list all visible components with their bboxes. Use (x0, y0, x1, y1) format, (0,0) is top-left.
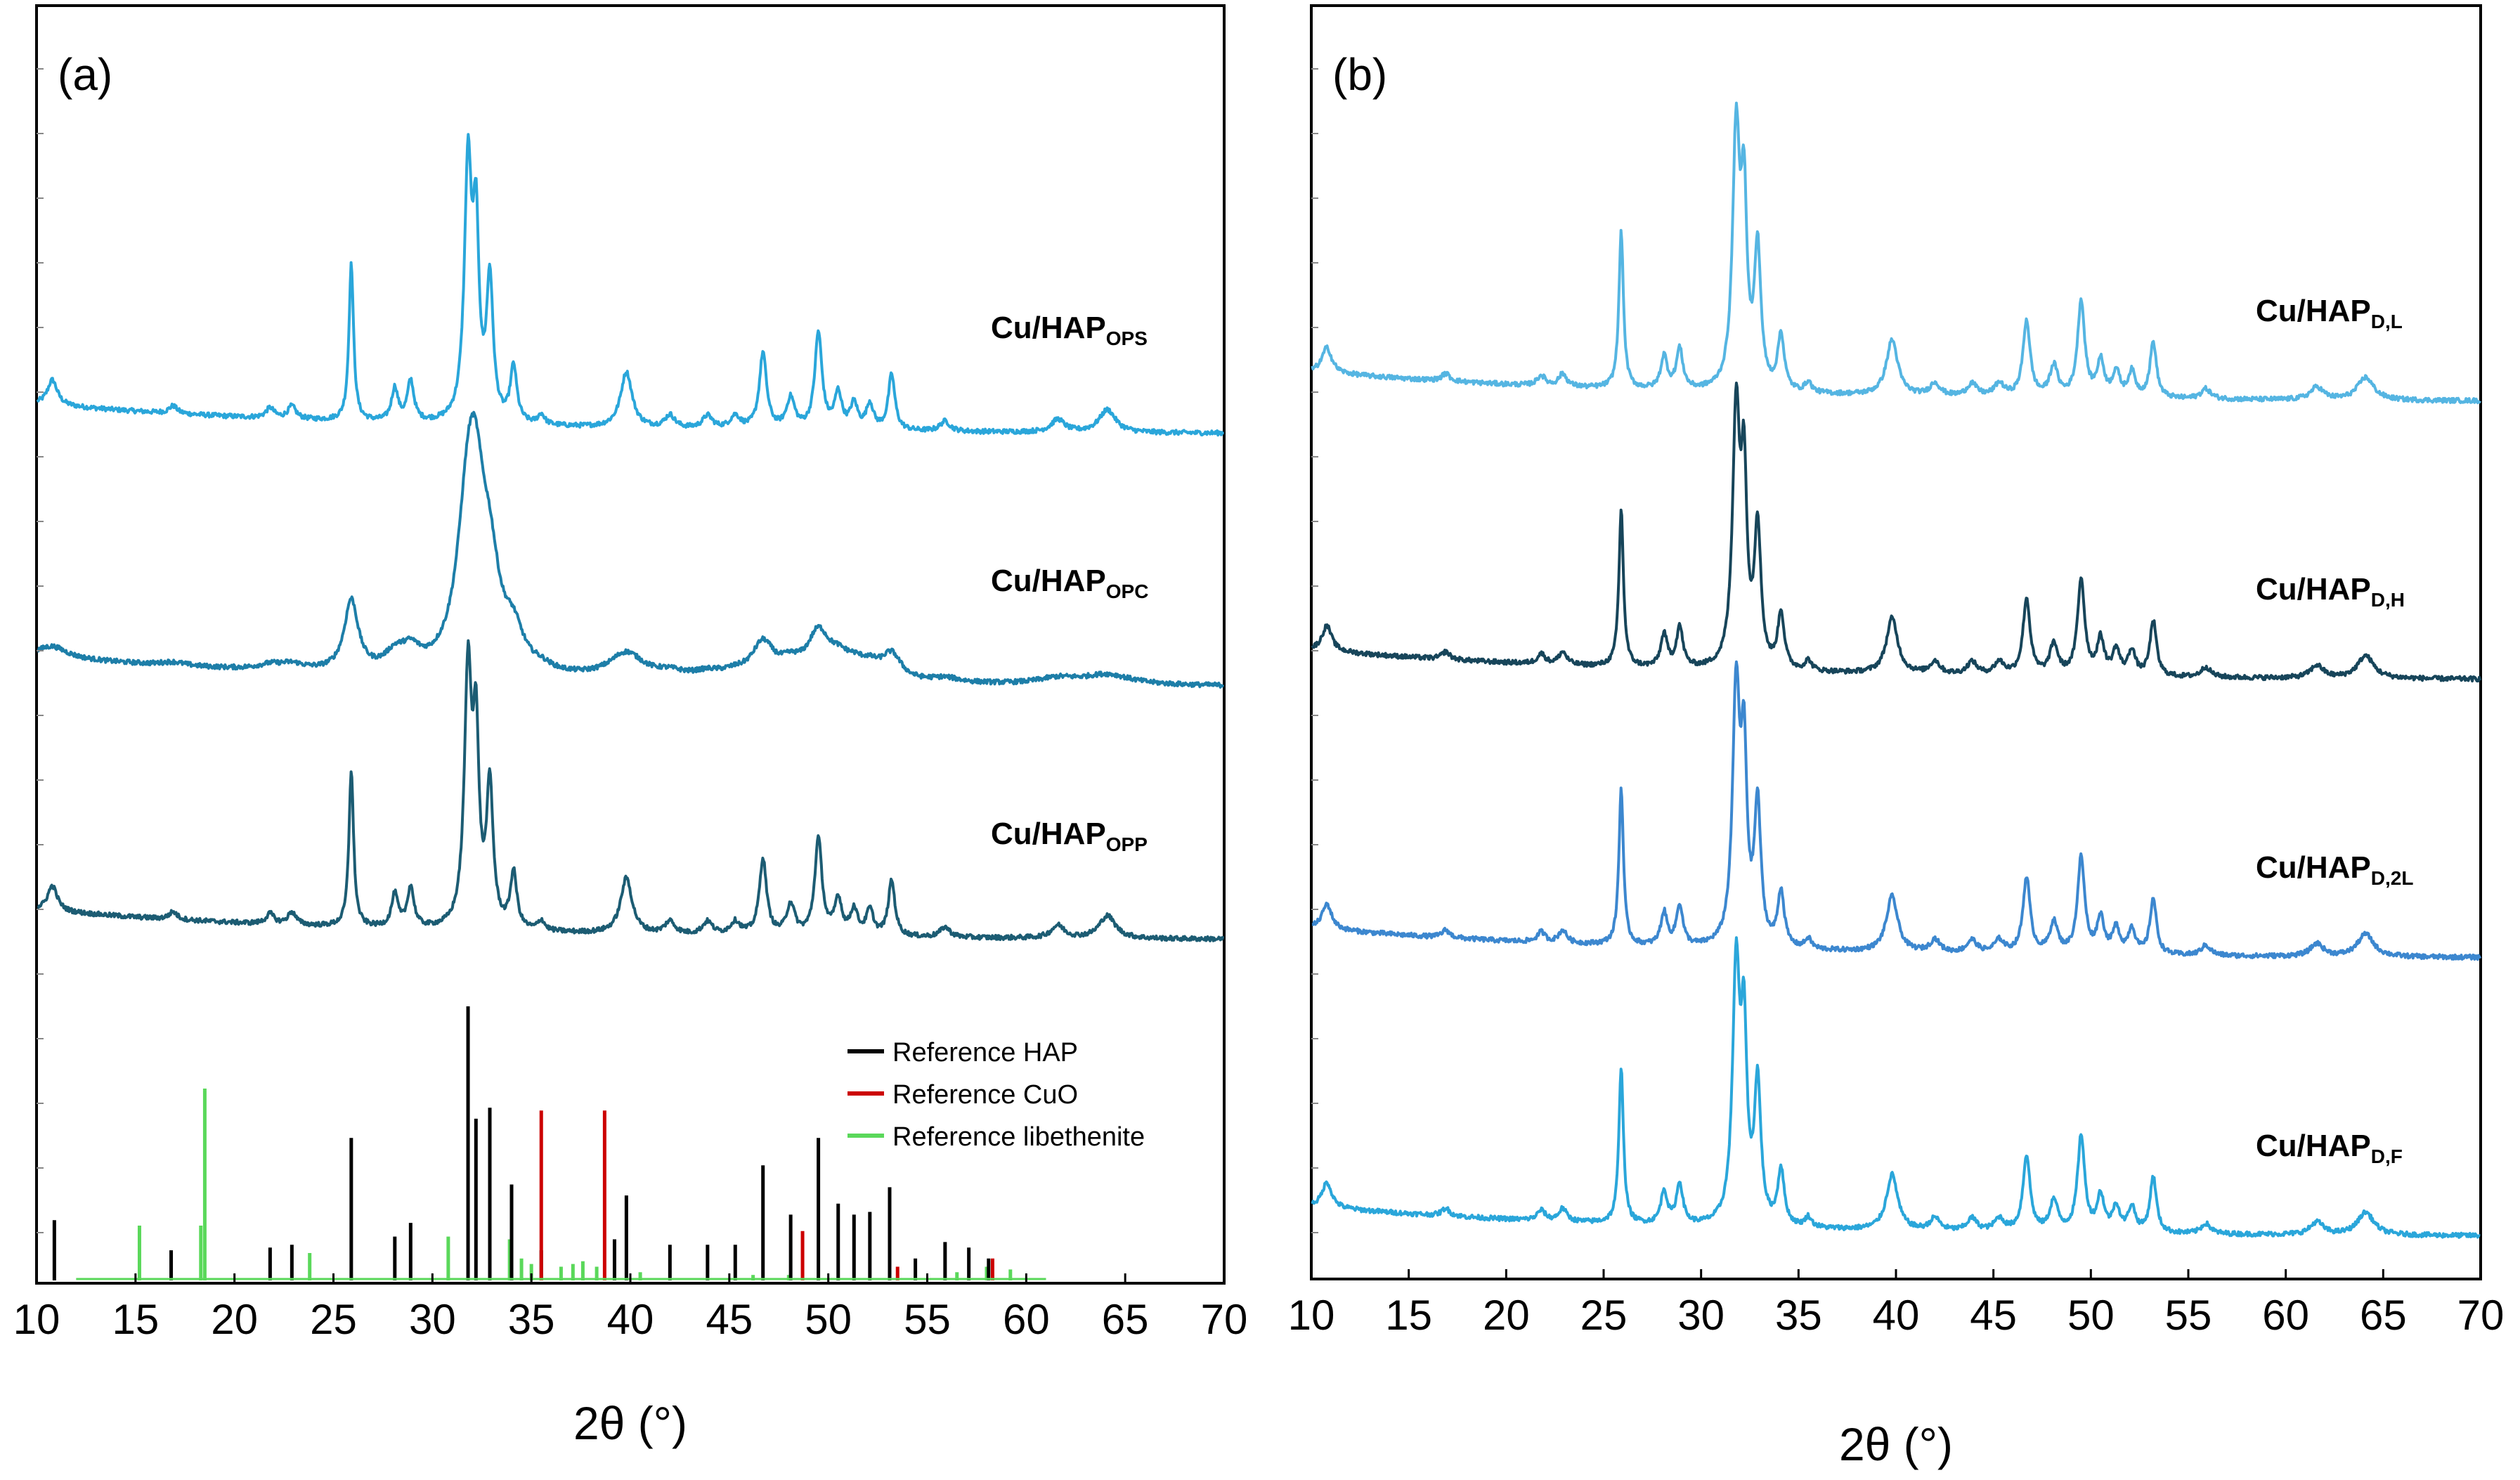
x-tick-label: 45 (706, 1296, 753, 1343)
x-tick-label: 50 (2067, 1292, 2115, 1339)
x-tick-label: 20 (1483, 1292, 1530, 1339)
x-axis-title-a: 2θ (°) (573, 1397, 687, 1449)
x-tick-label: 15 (112, 1296, 159, 1343)
series-label: Cu/HAPOPS (991, 311, 1148, 349)
series-line (1311, 936, 2481, 1239)
series-line (1311, 660, 2482, 961)
x-tick-label: 65 (2360, 1292, 2407, 1339)
x-tick-label: 55 (904, 1296, 951, 1343)
y-ticks-a (37, 68, 44, 1233)
series-label: Cu/HAPD,2L (2256, 850, 2413, 889)
x-tick-label: 45 (1970, 1292, 2017, 1339)
legend-label-libethenite: Reference libethenite (892, 1122, 1145, 1152)
reference-bars-a (52, 1006, 1046, 1280)
x-tick-label: 35 (1775, 1292, 1822, 1339)
series-label: Cu/HAPOPC (991, 564, 1148, 602)
x-tick-label: 10 (13, 1296, 60, 1343)
x-tick-label: 70 (1201, 1296, 1248, 1343)
legend-a: Reference HAP Reference CuO Reference li… (847, 1038, 1145, 1152)
x-tick-label: 25 (1580, 1292, 1628, 1339)
x-tick-label: 15 (1385, 1292, 1432, 1339)
x-tick-label: 55 (2165, 1292, 2212, 1339)
x-tick-label: 60 (1003, 1296, 1050, 1343)
series-line (36, 133, 1225, 437)
x-axis-title-b: 2θ (°) (1839, 1418, 1953, 1470)
x-ticks-a: 10 15 20 25 30 35 40 45 50 55 60 65 70 (13, 1273, 1248, 1343)
series-label: Cu/HAPD,L (2256, 294, 2403, 332)
x-tick-label: 20 (211, 1296, 258, 1343)
traces-b (1311, 101, 2482, 1239)
series-label: Cu/HAPD,H (2256, 572, 2405, 611)
x-tick-label: 70 (2457, 1292, 2505, 1339)
y-ticks-b (1311, 68, 1318, 1233)
legend-label-hap: Reference HAP (892, 1038, 1078, 1067)
series-label: Cu/HAPD,F (2256, 1129, 2403, 1167)
legend-label-cuo: Reference CuO (892, 1080, 1078, 1110)
panel-label-a: (a) (58, 49, 112, 100)
panel-b: (b) Cu/HAPD,LCu/HAPD,HCu/HAPD,2LCu/HAPD,… (1288, 4, 2505, 1470)
panel-a: (a) Cu/HAPOPS Cu/HAPOPC Cu/HAPOPP 10 15 20 25… (13, 4, 1248, 1449)
panel-label-b: (b) (1332, 49, 1387, 100)
x-tick-label: 65 (1102, 1296, 1149, 1343)
x-tick-label: 40 (1873, 1292, 1920, 1339)
series-line (1311, 101, 2481, 405)
x-tick-label: 10 (1288, 1292, 1335, 1339)
x-tick-label: 50 (805, 1296, 852, 1343)
x-tick-label: 35 (508, 1296, 555, 1343)
trace-labels-a: Cu/HAPOPS Cu/HAPOPC Cu/HAPOPP (991, 311, 1148, 855)
series-line (1311, 382, 2482, 683)
trace-labels-b: Cu/HAPD,L Cu/HAPD,H Cu/HAPD,2L Cu/HAPD,F (2256, 294, 2413, 1167)
traces-a (36, 133, 1225, 942)
series-line (37, 639, 1225, 942)
x-tick-label: 60 (2262, 1292, 2309, 1339)
x-ticks-b: 10 15 20 25 30 35 40 45 50 55 60 65 70 (1288, 1269, 2505, 1339)
plot-frame-b (1310, 4, 2482, 1280)
x-tick-label: 30 (1677, 1292, 1725, 1339)
series-label: Cu/HAPOPP (991, 817, 1148, 855)
x-tick-label: 40 (607, 1296, 654, 1343)
series-line (37, 410, 1225, 689)
x-tick-label: 25 (310, 1296, 357, 1343)
x-tick-label: 30 (409, 1296, 456, 1343)
